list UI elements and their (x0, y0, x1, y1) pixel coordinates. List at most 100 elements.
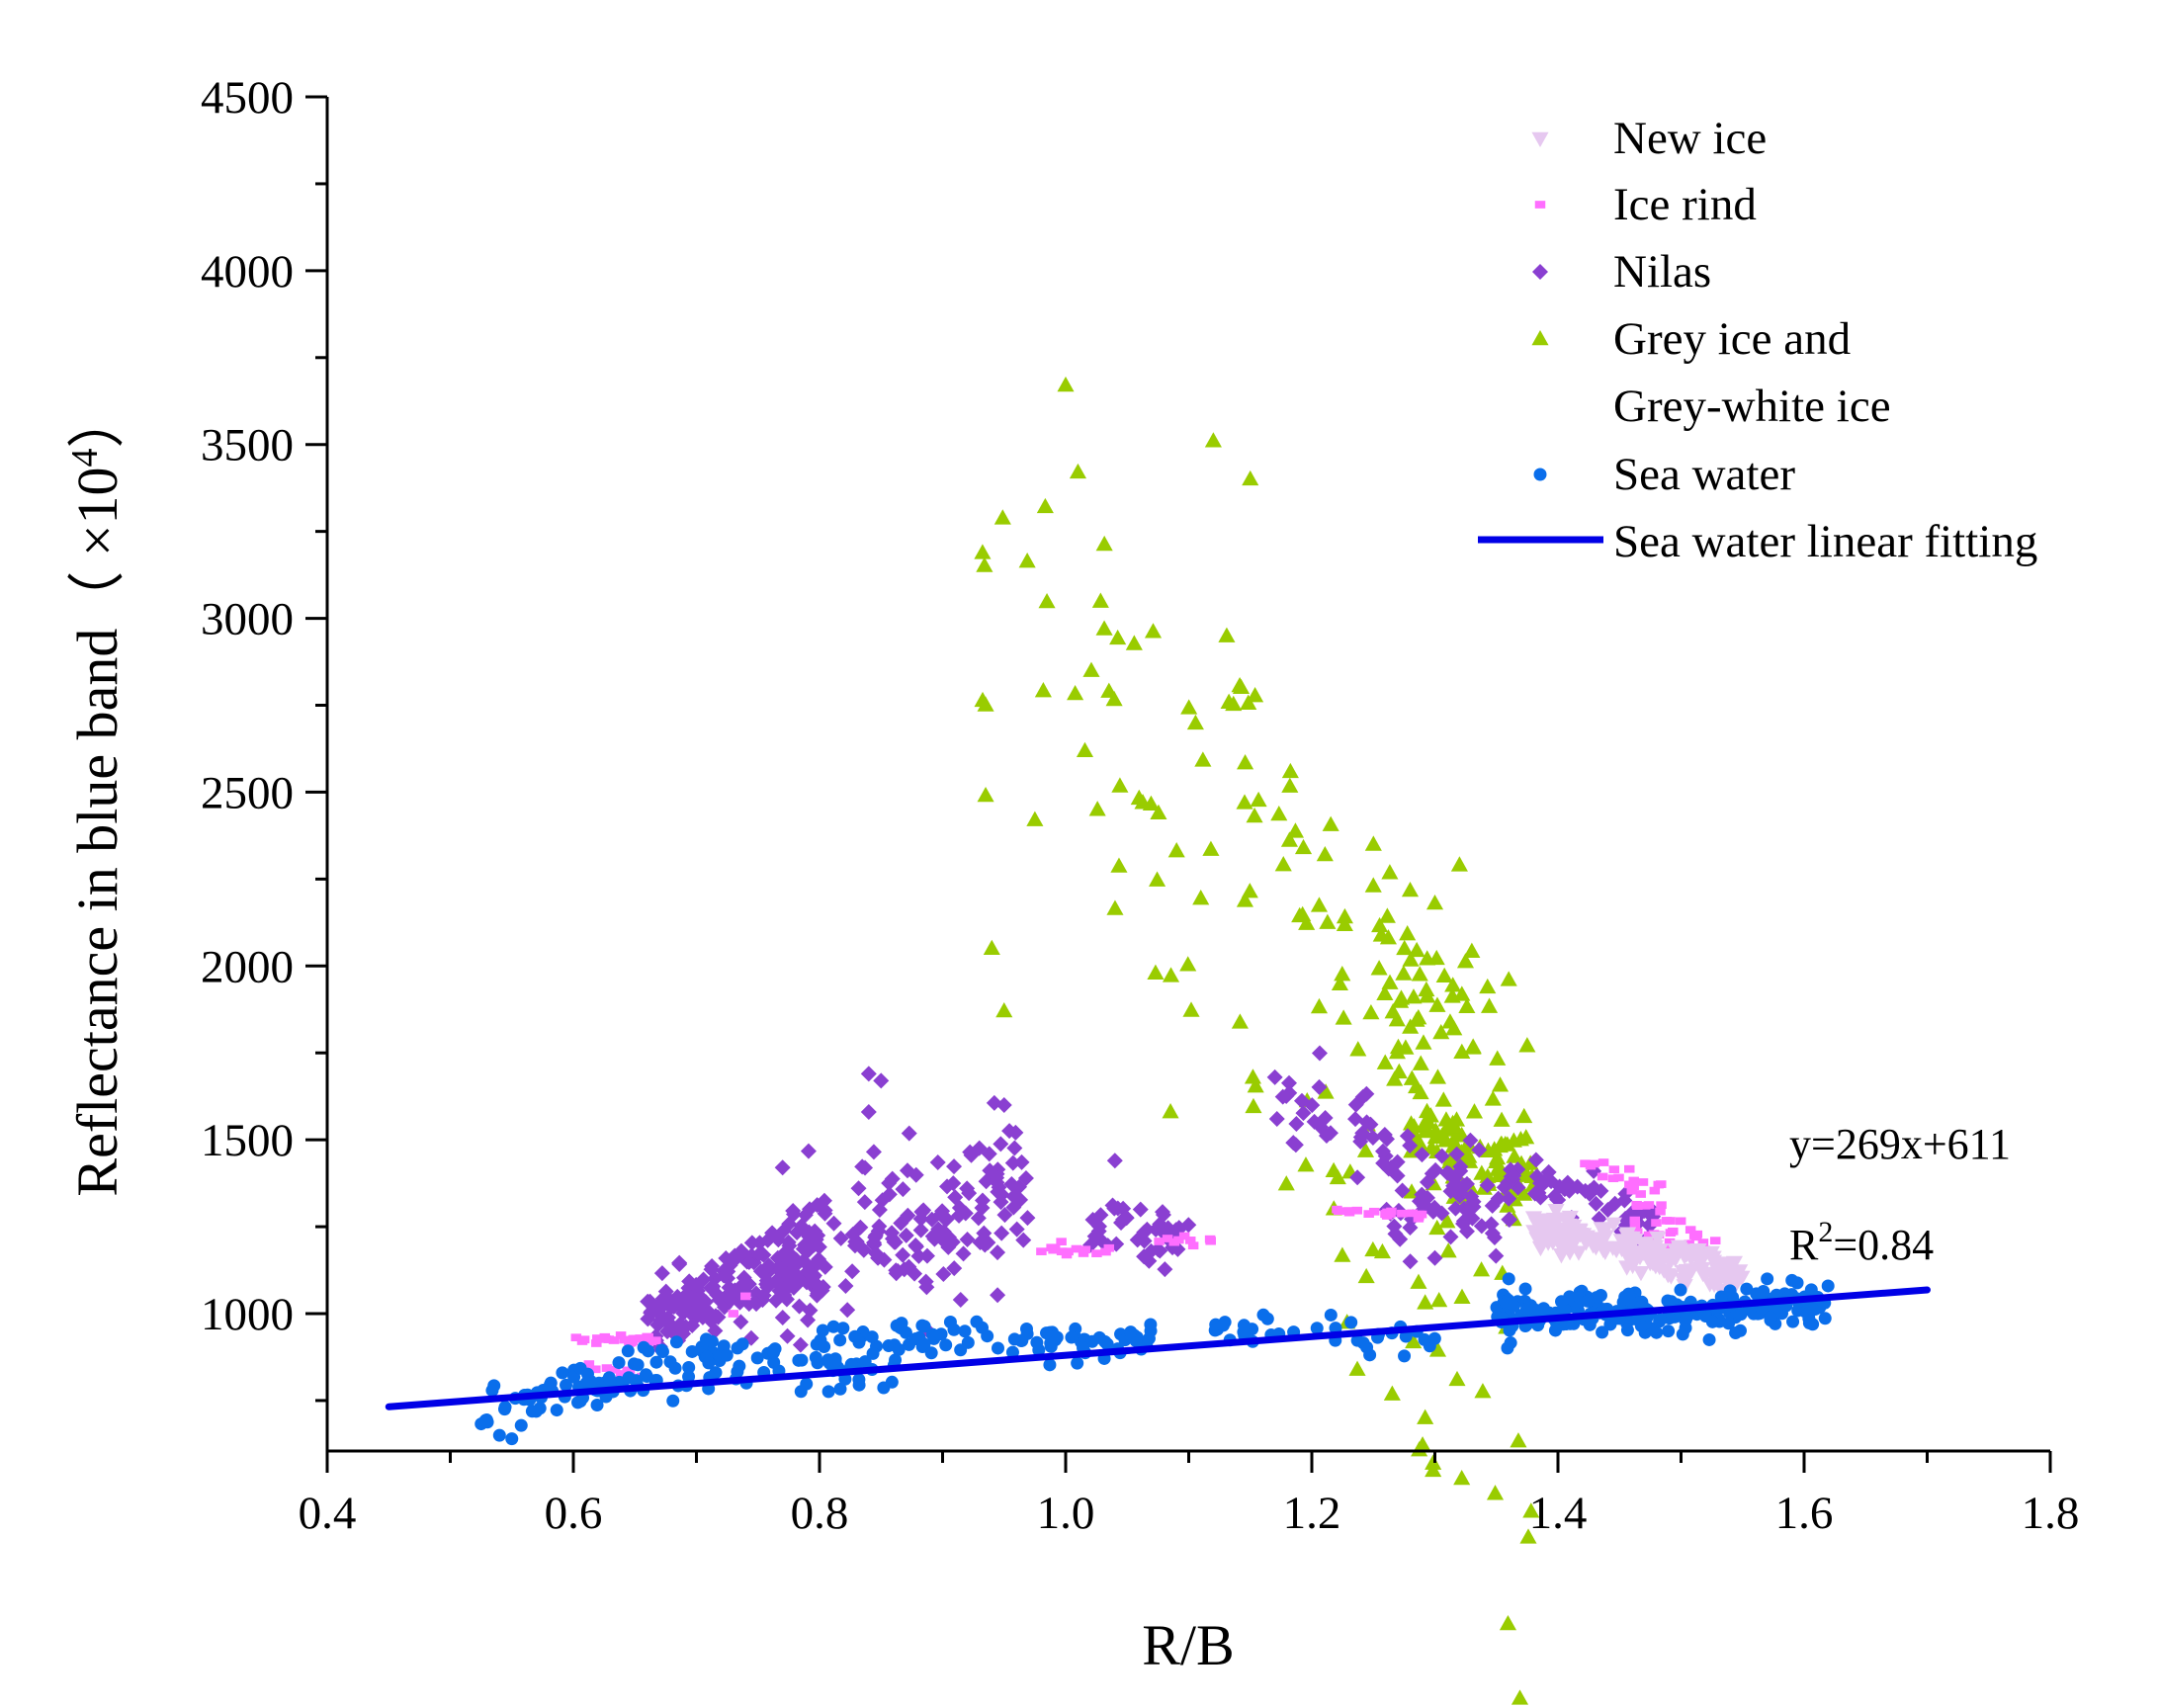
data-point (1473, 1164, 1491, 1180)
data-point (1522, 1502, 1540, 1518)
data-point (1517, 1129, 1535, 1145)
data-point (1019, 1210, 1036, 1227)
data-point (1225, 695, 1243, 712)
data-point (1187, 1241, 1199, 1250)
axes: 0.4 0.6 0.8 1.0 1.2 1.4 1.6 1.8 1000 1500 2000 250… (201, 72, 2079, 1539)
data-point (1281, 777, 1299, 793)
data-point (867, 1228, 884, 1244)
data-point (946, 1260, 963, 1277)
data-point (1092, 1330, 1106, 1344)
data-point (1287, 1137, 1304, 1153)
data-point (1417, 1409, 1434, 1424)
data-point (1005, 1345, 1019, 1359)
data-point (1040, 1326, 1054, 1340)
data-point (817, 1205, 833, 1222)
data-point (1428, 996, 1446, 1012)
data-point (573, 1361, 587, 1375)
data-point (1464, 1039, 1482, 1055)
data-point (1507, 1299, 1520, 1313)
data-point (1167, 842, 1185, 858)
data-point (1402, 951, 1420, 967)
data-point (1649, 1186, 1661, 1195)
data-point (1818, 1312, 1832, 1325)
data-point (1433, 1148, 1450, 1164)
data-point (899, 1325, 912, 1339)
data-point (1676, 1327, 1689, 1341)
data-point (1149, 871, 1166, 887)
data-point (1702, 1332, 1716, 1346)
data-point (1038, 593, 1056, 609)
data-point (1663, 1251, 1681, 1268)
data-point (1250, 791, 1267, 808)
data-point (1414, 1147, 1430, 1163)
data-point (850, 1180, 867, 1197)
data-point (1157, 1261, 1173, 1278)
data-point (1095, 620, 1113, 636)
data-point (1379, 929, 1397, 945)
y-tick-label: 3500 (201, 420, 294, 471)
y-axis-title-main: Reflectance in blue band（ ×10 (65, 467, 130, 1196)
data-point (1091, 1249, 1102, 1257)
data-point (1402, 1018, 1420, 1034)
data-point (1473, 1218, 1490, 1235)
data-point (1378, 907, 1396, 923)
data-point (1662, 1324, 1676, 1338)
data-point (779, 1327, 796, 1344)
data-point (1418, 981, 1435, 997)
data-point (733, 1359, 746, 1373)
data-point (1656, 1201, 1667, 1210)
data-point (1532, 1189, 1549, 1206)
data-point (718, 1250, 734, 1267)
data-point (1125, 635, 1143, 650)
data-point (1705, 1315, 1719, 1328)
data-point (1277, 1175, 1295, 1191)
data-point (961, 1335, 975, 1349)
data-point (860, 1066, 877, 1082)
data-point (1500, 971, 1517, 986)
data-point (1674, 1283, 1687, 1297)
data-point (1665, 1229, 1677, 1238)
data-point (1556, 1181, 1573, 1198)
data-point (1557, 1214, 1575, 1230)
data-point (1608, 1165, 1620, 1173)
data-point (1734, 1308, 1748, 1322)
data-point (1418, 1102, 1436, 1119)
data-point (1013, 1153, 1030, 1170)
series-ice-rind (570, 1158, 1721, 1384)
data-point (654, 1309, 671, 1325)
data-point (759, 1232, 776, 1248)
data-point (1613, 1173, 1624, 1182)
data-point (992, 1341, 1004, 1355)
data-point (1394, 1182, 1411, 1199)
data-point (1444, 977, 1462, 992)
data-point (1479, 1177, 1496, 1194)
data-point (1182, 1001, 1200, 1017)
data-point (1082, 661, 1100, 677)
data-point (1675, 1217, 1686, 1226)
data-point (912, 1222, 929, 1238)
y-axis-title-close: ） (65, 390, 130, 448)
data-point (1480, 997, 1499, 1013)
data-point (1418, 1332, 1431, 1346)
data-point (1623, 1254, 1641, 1270)
data-point (1241, 883, 1258, 898)
data-point (1435, 967, 1453, 983)
data-point (1310, 997, 1329, 1014)
data-point (1336, 915, 1353, 932)
data-point (794, 1385, 808, 1399)
x-tick-label: 1.2 (1283, 1488, 1341, 1539)
data-point (1324, 1308, 1338, 1322)
data-point (778, 1291, 795, 1308)
data-point (993, 1225, 1010, 1241)
data-point (1651, 1219, 1662, 1227)
data-point (907, 1238, 924, 1255)
x-axis-title: R/B (1142, 1613, 1235, 1677)
data-point (890, 1319, 904, 1332)
legend-item-grey-ice: Grey ice and Grey-white ice (1531, 313, 1891, 432)
data-point (1519, 1528, 1537, 1544)
data-point (1402, 1253, 1419, 1270)
legend-item-nilas: Nilas (1532, 246, 1711, 298)
data-point (1463, 942, 1481, 958)
data-point (955, 1245, 972, 1262)
data-point (1065, 1330, 1079, 1344)
